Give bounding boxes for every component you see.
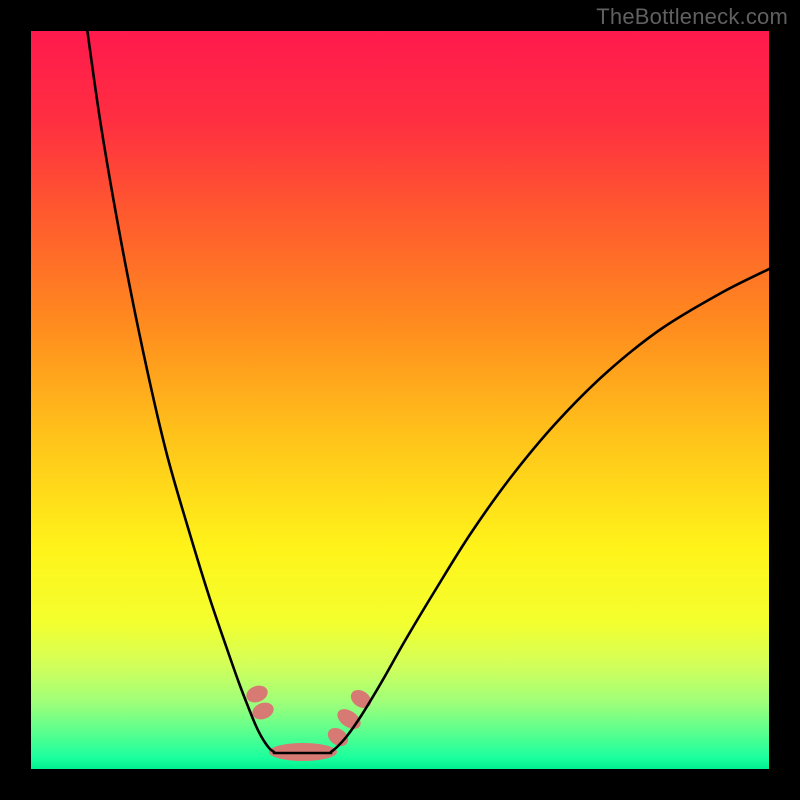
plot-area: [31, 31, 769, 769]
watermark-text: TheBottleneck.com: [596, 4, 788, 30]
curve-right: [331, 269, 769, 752]
bottleneck-curve-chart: [31, 31, 769, 769]
highlight-marker: [244, 683, 270, 706]
curve-left: [86, 31, 274, 752]
highlight-markers: [244, 683, 375, 761]
